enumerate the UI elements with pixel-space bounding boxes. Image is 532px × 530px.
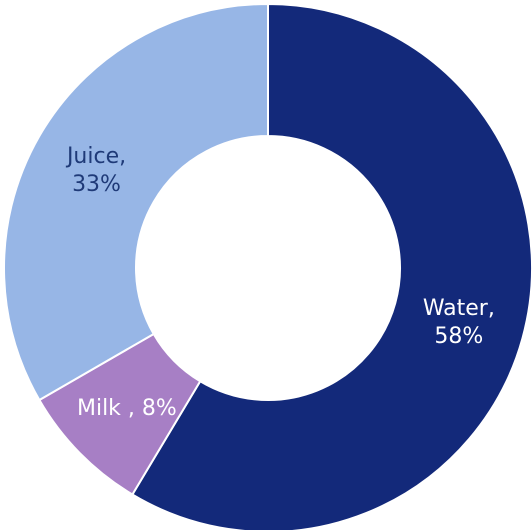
slice-label-water: Water, 58% <box>423 296 495 349</box>
slice-label-juice: Juice, 33% <box>65 144 126 197</box>
slices-group <box>3 2 532 530</box>
slice-label-milk: Milk , 8% <box>77 396 177 421</box>
slice-label-line: Juice, <box>65 144 126 169</box>
labels-group: Water, 58% Milk , 8% Juice, 33% <box>65 144 495 421</box>
slice-water <box>131 2 532 530</box>
slice-label-line: 33% <box>72 172 121 197</box>
slice-juice <box>3 2 269 402</box>
slice-label-line: Milk , 8% <box>77 396 177 421</box>
slice-label-line: Water, <box>423 296 495 321</box>
slice-label-line: 58% <box>434 324 483 349</box>
